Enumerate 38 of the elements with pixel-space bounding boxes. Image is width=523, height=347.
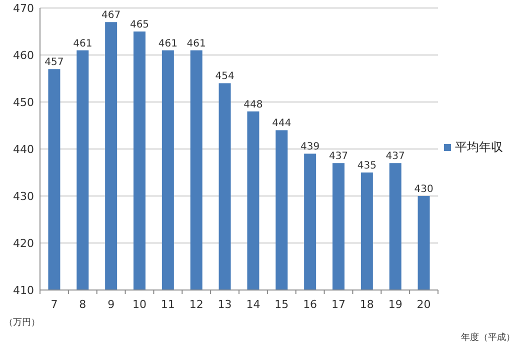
y-tick-label: 420 — [13, 237, 34, 250]
data-label: 437 — [386, 151, 405, 162]
x-tick-label: 18 — [360, 298, 374, 311]
data-label: 461 — [186, 38, 206, 50]
x-tick-label: 11 — [160, 298, 175, 311]
data-label: 457 — [44, 57, 64, 68]
data-label: 435 — [357, 160, 376, 172]
x-tick-label: 17 — [332, 298, 346, 311]
data-label: 439 — [300, 142, 320, 153]
x-tick-label: 9 — [108, 298, 115, 311]
y-tick-label: 470 — [13, 2, 34, 15]
data-label: 461 — [73, 38, 92, 50]
data-label: 461 — [158, 38, 178, 50]
y-tick-label: 410 — [13, 284, 34, 297]
x-tick-label: 19 — [388, 298, 402, 311]
x-tick-label: 15 — [274, 298, 289, 311]
x-tick-label: 7 — [50, 298, 58, 311]
data-label: 454 — [215, 71, 234, 82]
x-tick-label: 8 — [79, 298, 86, 311]
data-label: 430 — [414, 184, 434, 195]
data-label: 467 — [102, 10, 121, 22]
x-axis-title: 年度（平成） — [461, 332, 515, 343]
x-tick-label: 12 — [189, 298, 204, 311]
y-tick-label: 440 — [13, 143, 34, 156]
legend-label: 平均年収 — [455, 140, 503, 154]
x-tick-label: 16 — [303, 298, 318, 311]
y-tick-label: 430 — [13, 190, 34, 203]
x-tick-label: 13 — [218, 298, 232, 311]
x-tick-label: 14 — [246, 298, 260, 311]
data-label: 437 — [328, 151, 348, 162]
data-label: 444 — [272, 118, 292, 130]
data-label: 448 — [244, 99, 263, 110]
y-axis-title: （万円） — [4, 318, 40, 328]
x-tick-label: 10 — [132, 298, 146, 311]
data-label: 465 — [130, 20, 150, 30]
y-tick-label: 460 — [13, 49, 34, 62]
x-tick-label: 20 — [416, 298, 431, 311]
y-tick-label: 450 — [13, 96, 34, 109]
